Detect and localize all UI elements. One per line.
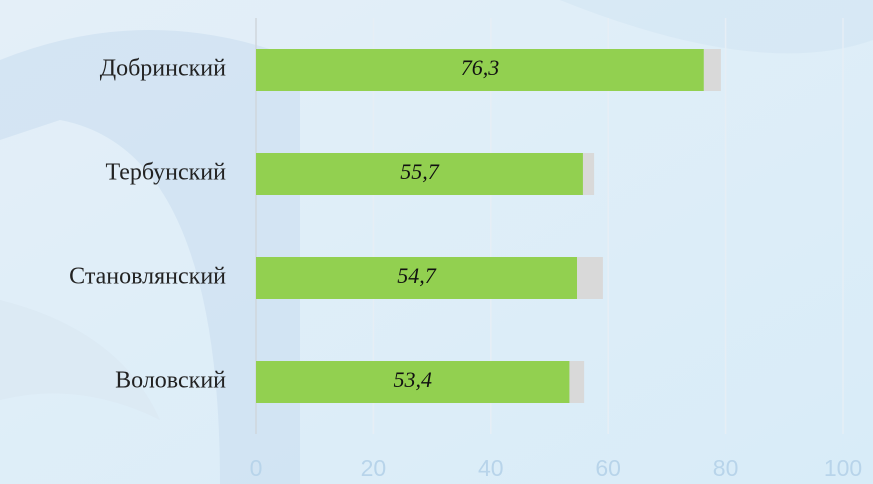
- value-label: 76,3: [461, 55, 500, 80]
- bar-segment: [583, 153, 594, 195]
- category-label: Воловский: [115, 368, 226, 394]
- category-label: Добринский: [100, 56, 226, 82]
- x-tick-label: 40: [478, 455, 504, 481]
- x-tick-label: 80: [713, 455, 739, 481]
- x-tick-label: 100: [824, 455, 862, 481]
- category-label: Становлянский: [69, 264, 226, 290]
- x-tick-label: 0: [250, 455, 263, 481]
- page: {"chart_data": {"type": "bar", "orientat…: [0, 0, 873, 484]
- chart: 0 20 40 60 80 100 Добринский 76,3 Тербунский 55,7…: [0, 0, 873, 484]
- bar-segment: [704, 49, 721, 91]
- value-label: 55,7: [400, 159, 440, 184]
- category-label: Тербунский: [105, 160, 226, 186]
- x-tick-label: 20: [361, 455, 387, 481]
- value-label: 54,7: [397, 263, 437, 288]
- x-tick-label: 60: [595, 455, 621, 481]
- bar-segment: [569, 361, 584, 403]
- bar-segment: [577, 257, 603, 299]
- value-label: 53,4: [393, 367, 432, 392]
